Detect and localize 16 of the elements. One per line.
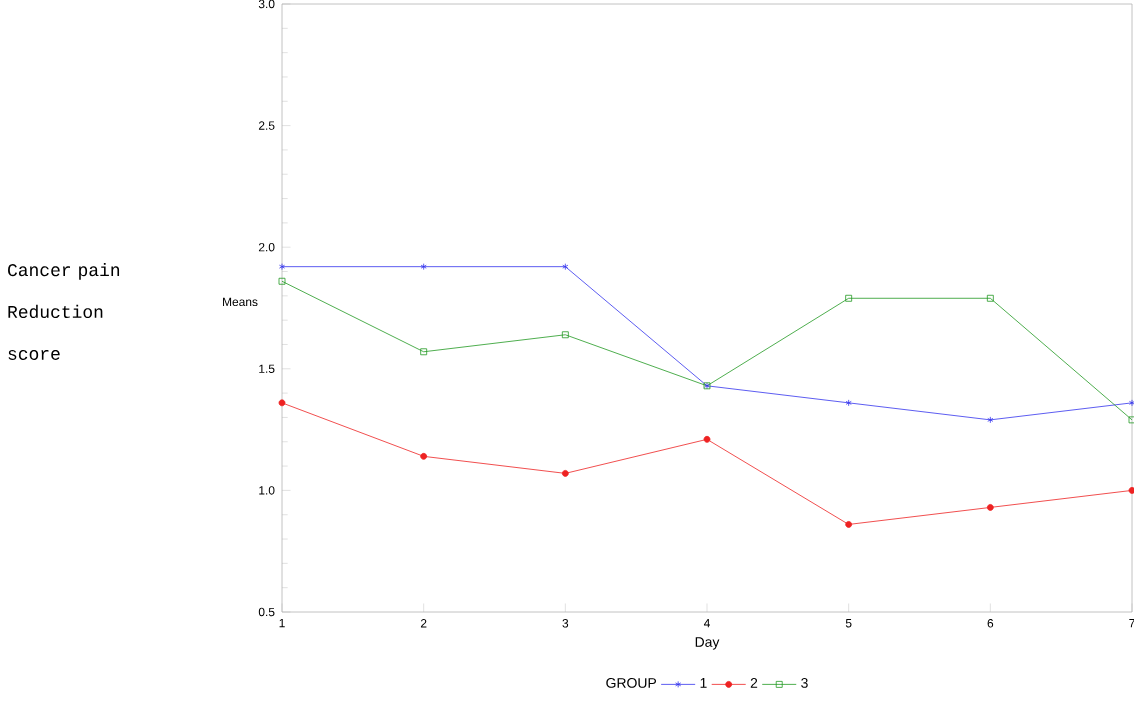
point [845,399,852,407]
point [561,469,569,477]
text: Cancer pain Reduction score [8,263,120,360]
point [986,504,994,511]
point [420,452,428,460]
point [562,263,569,271]
point [561,331,569,339]
point [987,416,994,424]
point [420,348,428,356]
point [986,294,994,302]
point [278,399,286,407]
point [845,521,853,528]
point [420,263,427,271]
point [1128,487,1134,494]
point [703,435,711,443]
point [845,294,853,302]
